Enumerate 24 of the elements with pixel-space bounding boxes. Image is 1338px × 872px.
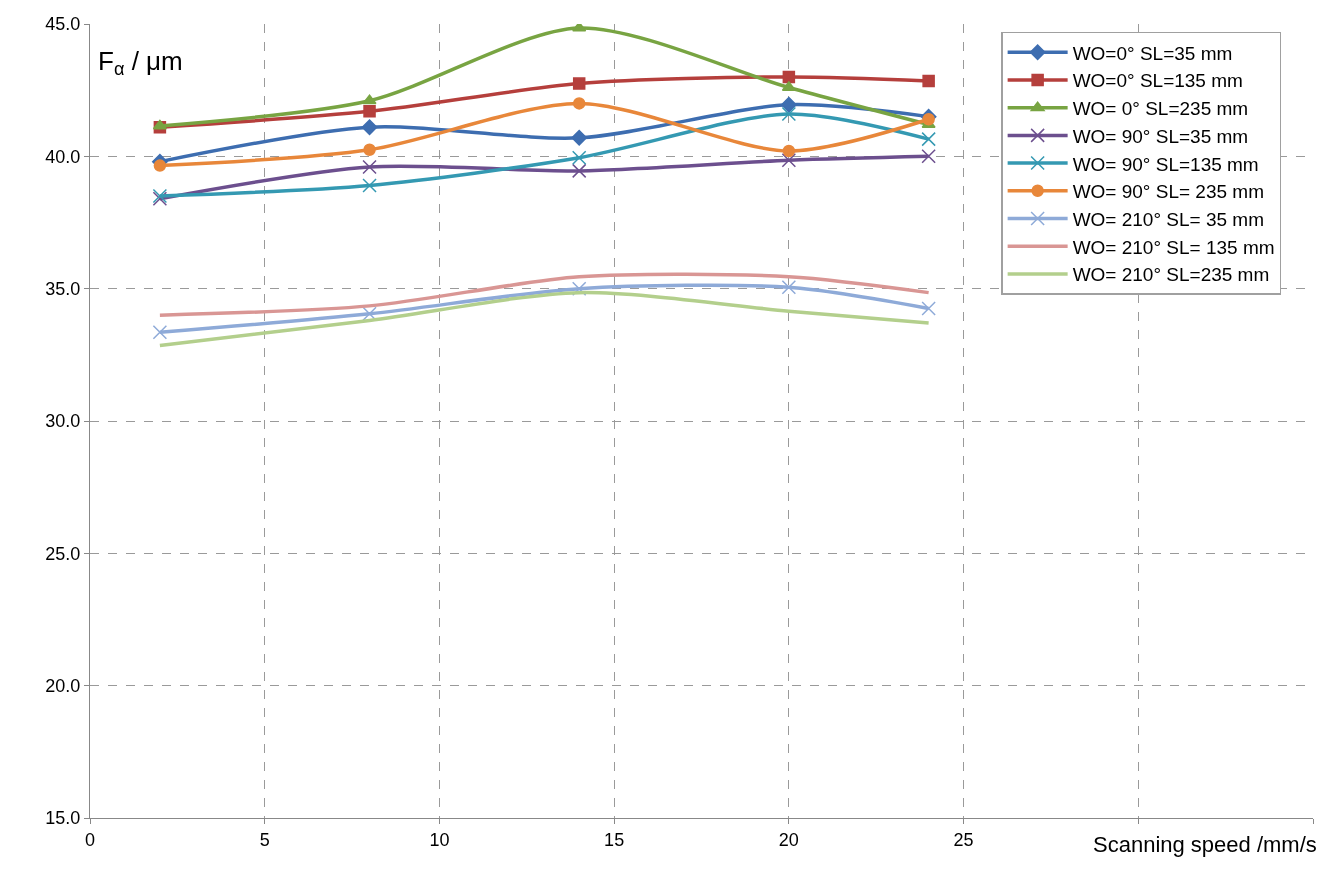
x-tick-label: 5 [259, 829, 270, 850]
y-tick-label: 25.0 [45, 543, 81, 564]
x-tick-label: 15 [604, 829, 625, 850]
legend-label: WO= 90° SL= 235 mm [1072, 181, 1264, 203]
legend-label: WO= 210° SL= 35 mm [1072, 208, 1264, 230]
legend-label: WO= 90° SL=135 mm [1072, 153, 1259, 175]
legend-label: WO= 90° SL=35 mm [1072, 125, 1249, 147]
x-axis-title: Scanning speed /mm/s [1093, 832, 1317, 857]
x-tick-label: 0 [84, 829, 96, 850]
legend-label: WO=0° SL=35 mm [1072, 42, 1233, 64]
legend-label: WO= 0° SL=235 mm [1072, 98, 1249, 120]
legend-label: WO= 210° SL= 135 mm [1072, 236, 1275, 258]
x-tick-label: 20 [778, 829, 799, 850]
y-tick-label: 40.0 [45, 146, 81, 167]
y-axis-title: F$_{α}$ / μm [98, 46, 183, 80]
legend-label: WO=0° SL=135 mm [1072, 70, 1243, 92]
y-tick-label: 20.0 [45, 675, 81, 696]
y-tick-label: 15.0 [45, 808, 81, 829]
x-tick-label: 25 [953, 829, 974, 850]
legend-label: WO= 210° SL=235 mm [1072, 264, 1270, 286]
x-tick-label: 10 [429, 829, 450, 850]
y-tick-label: 30.0 [45, 411, 81, 432]
y-tick-label: 45.0 [45, 14, 81, 35]
y-tick-label: 35.0 [45, 278, 81, 299]
